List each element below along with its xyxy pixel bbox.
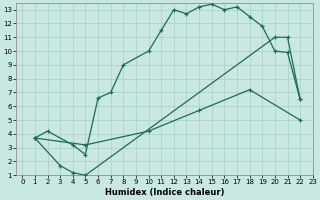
X-axis label: Humidex (Indice chaleur): Humidex (Indice chaleur) [105, 188, 224, 197]
